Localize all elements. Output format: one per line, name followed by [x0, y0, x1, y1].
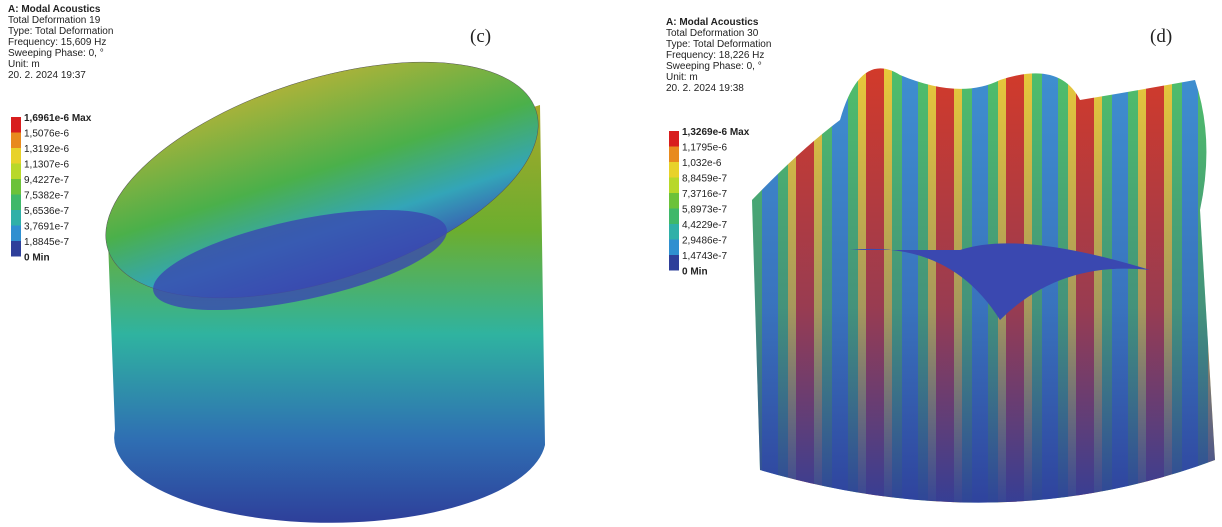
legend-swatch	[11, 210, 21, 226]
legend-swatch	[11, 117, 21, 133]
legend-swatch	[669, 178, 679, 194]
legend-swatch	[669, 147, 679, 163]
legend-swatch	[11, 148, 21, 164]
legend-label: 0 Min	[682, 267, 708, 278]
legend-swatch	[11, 195, 21, 211]
legend-label: 3,7691e-7	[24, 222, 69, 233]
header-line: 20. 2. 2024 19:38	[666, 83, 744, 94]
header-line: Frequency: 18,226 Hz	[666, 50, 764, 61]
legend-label: 8,8459e-7	[682, 174, 727, 185]
header-line: Total Deformation 30	[666, 28, 759, 39]
legend-swatch	[11, 164, 21, 180]
legend-label: 7,5382e-7	[24, 191, 69, 202]
header-line: Sweeping Phase: 0, °	[8, 48, 104, 59]
header-line: Frequency: 15,609 Hz	[8, 37, 106, 48]
legend-swatch	[11, 226, 21, 242]
legend-label: 2,9486e-7	[682, 236, 727, 247]
figure: A: Modal AcousticsTotal Deformation 19Ty…	[0, 0, 1222, 527]
header-line: Unit: m	[8, 59, 40, 70]
legend-label: 1,3269e-6 Max	[682, 127, 750, 138]
legend-label: 1,1795e-6	[682, 143, 727, 154]
legend-label: 0 Min	[24, 253, 50, 264]
panel-title: A: Modal Acoustics	[8, 4, 101, 15]
legend-swatch	[11, 241, 21, 257]
panel-label: (c)	[470, 26, 491, 47]
header-line: Total Deformation 19	[8, 15, 101, 26]
header-line: Unit: m	[666, 72, 698, 83]
legend-swatch	[669, 193, 679, 209]
panel-label: (d)	[1150, 26, 1172, 47]
legend-swatch	[11, 179, 21, 195]
legend-label: 9,4227e-7	[24, 175, 69, 186]
legend-swatch	[669, 240, 679, 256]
legend-swatch	[11, 133, 21, 149]
model-c	[77, 15, 567, 522]
legend-swatch	[669, 209, 679, 225]
header-line: 20. 2. 2024 19:37	[8, 70, 86, 81]
model-d	[752, 68, 1215, 502]
legend-swatch	[669, 131, 679, 147]
legend-label: 5,8973e-7	[682, 205, 727, 216]
header-line: Sweeping Phase: 0, °	[666, 61, 762, 72]
legend-swatch	[669, 255, 679, 271]
legend-label: 7,3716e-7	[682, 189, 727, 200]
legend-label: 5,6536e-7	[24, 206, 69, 217]
legend-swatch	[669, 224, 679, 240]
panel-title: A: Modal Acoustics	[666, 17, 759, 28]
legend-label: 1,5076e-6	[24, 129, 69, 140]
legend-label: 1,8845e-7	[24, 237, 69, 248]
legend-label: 4,4229e-7	[682, 220, 727, 231]
header-line: Type: Total Deformation	[8, 26, 113, 37]
legend-label: 1,6961e-6 Max	[24, 113, 92, 124]
legend-label: 1,032e-6	[682, 158, 722, 169]
legend-label: 1,3192e-6	[24, 144, 69, 155]
legend-label: 1,4743e-7	[682, 251, 727, 262]
legend-label: 1,1307e-6	[24, 160, 69, 171]
legend-swatch	[669, 162, 679, 178]
header-line: Type: Total Deformation	[666, 39, 771, 50]
